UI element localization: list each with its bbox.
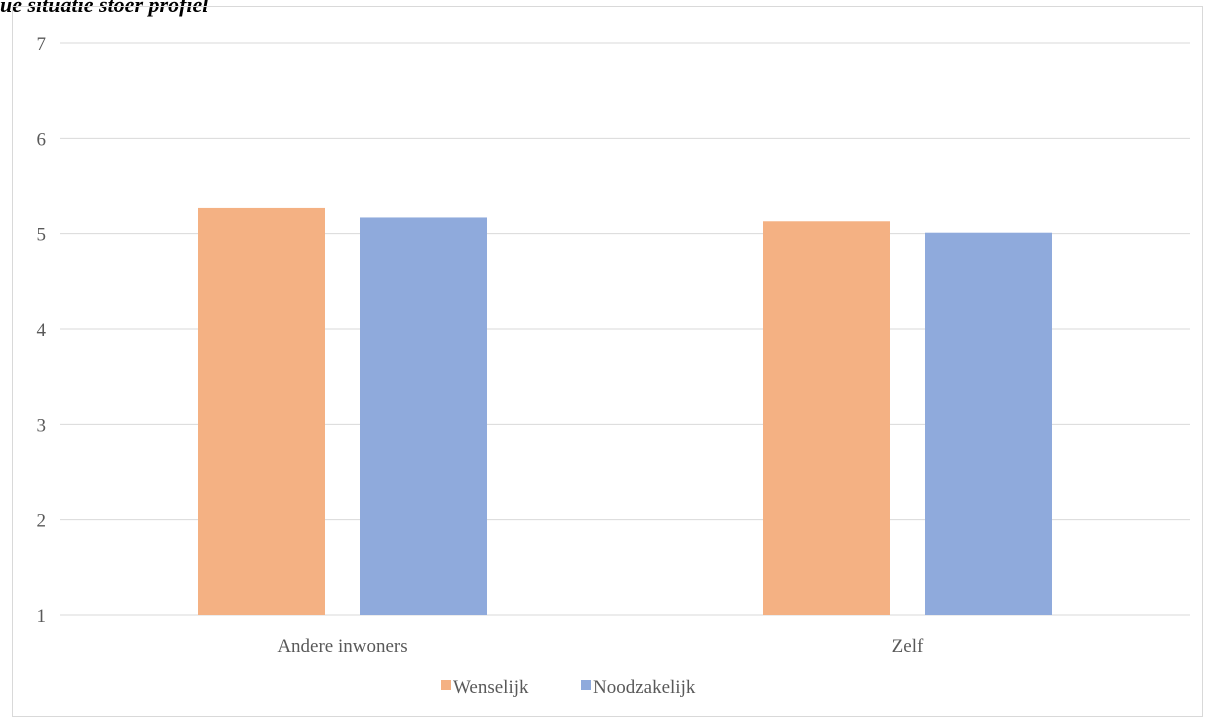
legend-label: Wenselijk <box>453 677 529 698</box>
y-tick-label: 7 <box>37 34 47 55</box>
chart-title: ue situatie stoer profiel <box>0 0 209 17</box>
y-tick-label: 4 <box>37 320 47 341</box>
bars <box>198 207 1052 616</box>
bar-wenselijk-zelf <box>763 221 890 616</box>
legend-swatch <box>441 680 451 690</box>
y-tick-label: 3 <box>37 415 47 436</box>
x-category-label: Zelf <box>892 636 924 657</box>
bar-noodzakelijk-zelf <box>925 232 1052 616</box>
y-tick-label: 1 <box>37 606 47 627</box>
x-axis-category-labels: Andere inwoners Zelf <box>277 636 924 657</box>
bar-noodzakelijk-andere-inwoners <box>360 217 487 615</box>
legend-swatch <box>581 680 591 690</box>
y-tick-label: 2 <box>37 511 47 532</box>
legend: Wenselijk Noodzakelijk <box>441 677 696 698</box>
y-tick-label: 6 <box>37 129 47 150</box>
x-category-label: Andere inwoners <box>277 636 407 657</box>
legend-label: Noodzakelijk <box>593 677 696 698</box>
chart-border <box>12 6 1203 717</box>
bar-wenselijk-andere-inwoners <box>198 207 325 615</box>
y-axis-tick-labels: 1 2 3 4 5 6 7 <box>37 34 47 627</box>
y-tick-label: 5 <box>37 225 47 246</box>
